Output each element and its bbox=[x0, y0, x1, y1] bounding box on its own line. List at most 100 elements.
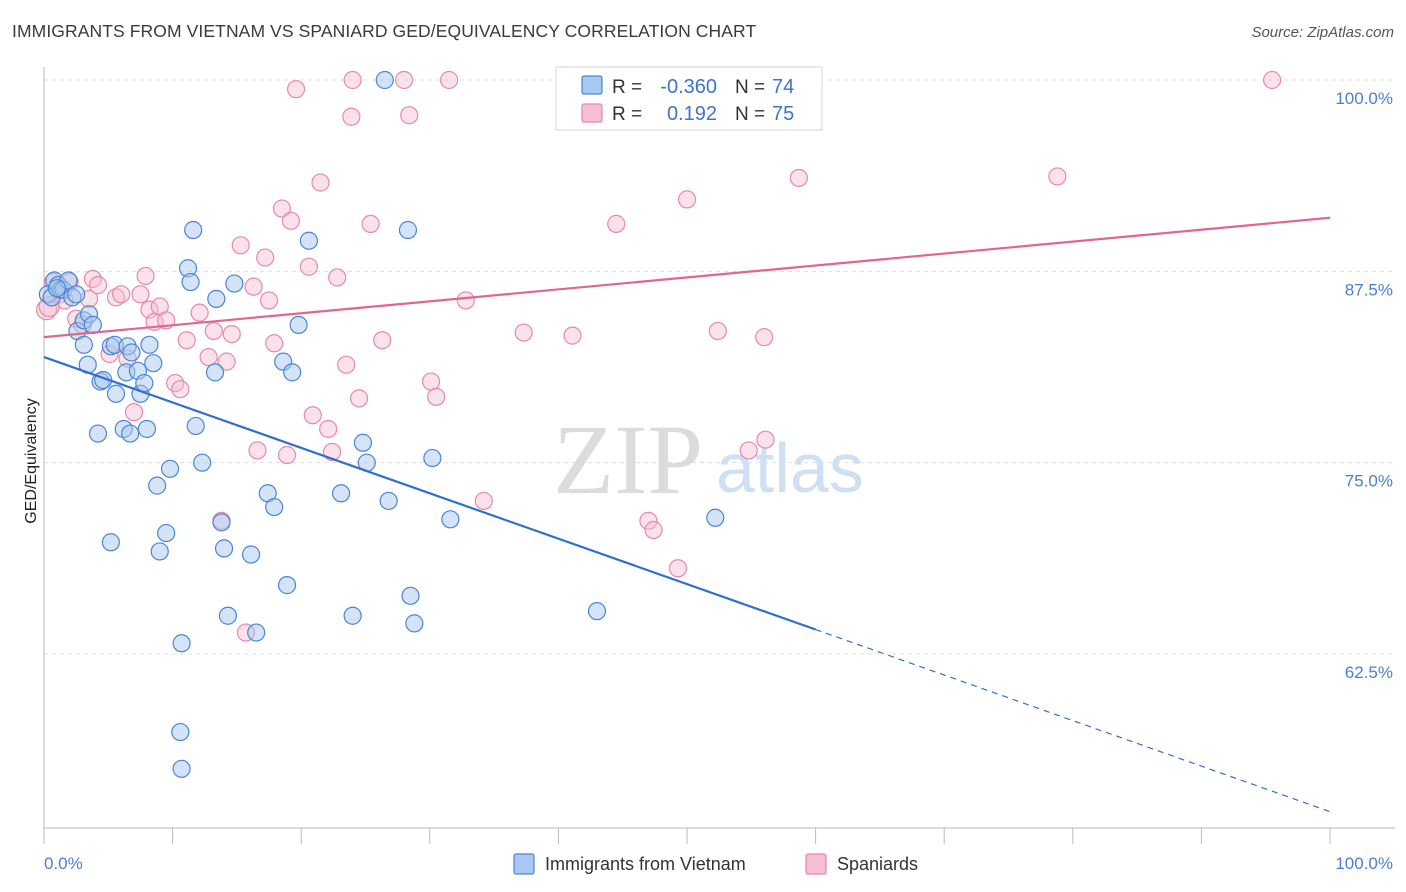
point-vietnam bbox=[401, 586, 420, 605]
point-vietnam bbox=[74, 335, 93, 354]
correlation-legend: R = -0.360 N = 74 R = 0.192 N = 75 bbox=[555, 66, 823, 131]
trendlines bbox=[43, 216, 1331, 813]
y-tick-label-0: 62.5% bbox=[1345, 663, 1393, 682]
legend-r-label-vietnam: R = bbox=[612, 77, 642, 98]
point-spaniards bbox=[394, 70, 414, 90]
series-spaniards-points bbox=[35, 70, 1282, 642]
legend-n-label-vietnam: N = bbox=[735, 77, 765, 98]
point-vietnam bbox=[157, 523, 176, 543]
point-vietnam bbox=[121, 424, 140, 443]
point-spaniards bbox=[112, 285, 131, 304]
point-vietnam bbox=[353, 433, 373, 452]
point-spaniards bbox=[106, 288, 126, 307]
point-spaniards bbox=[563, 326, 582, 345]
point-spaniards bbox=[248, 441, 267, 460]
point-vietnam bbox=[423, 448, 442, 468]
point-spaniards bbox=[259, 291, 279, 310]
point-spaniards bbox=[427, 387, 446, 406]
point-vietnam bbox=[172, 634, 191, 653]
chart-title: IMMIGRANTS FROM VIETNAM VS SPANIARD GED/… bbox=[12, 21, 757, 41]
point-spaniards bbox=[708, 321, 727, 341]
bottom-legend-swatch-vietnam bbox=[513, 853, 535, 875]
legend-r-label-spaniards: R = bbox=[612, 104, 642, 125]
point-vietnam bbox=[379, 491, 398, 511]
point-vietnam bbox=[184, 220, 203, 240]
y-tick-label-1: 75.0% bbox=[1345, 472, 1393, 491]
point-spaniards bbox=[514, 323, 533, 342]
bottom-legend-label-vietnam: Immigrants from Vietnam bbox=[545, 854, 746, 874]
point-spaniards bbox=[217, 352, 236, 371]
point-vietnam bbox=[405, 614, 424, 633]
point-spaniards bbox=[755, 328, 774, 347]
point-spaniards bbox=[136, 266, 155, 286]
bottom-legend-swatch-spaniards bbox=[805, 853, 827, 875]
point-vietnam bbox=[135, 373, 154, 393]
point-spaniards bbox=[244, 277, 263, 296]
point-vietnam bbox=[148, 476, 167, 495]
point-vietnam bbox=[277, 576, 297, 595]
point-vietnam bbox=[137, 419, 156, 439]
point-spaniards bbox=[272, 199, 292, 218]
point-spaniards bbox=[739, 441, 758, 460]
point-spaniards bbox=[171, 380, 190, 399]
point-vietnam bbox=[706, 508, 725, 527]
point-vietnam bbox=[106, 384, 126, 403]
point-vietnam bbox=[160, 459, 180, 478]
point-spaniards bbox=[311, 173, 330, 192]
point-spaniards bbox=[373, 331, 392, 350]
point-vietnam bbox=[67, 285, 86, 304]
point-spaniards bbox=[177, 331, 196, 350]
point-vietnam bbox=[225, 274, 244, 293]
point-spaniards bbox=[1048, 167, 1067, 186]
point-spaniards bbox=[361, 214, 380, 233]
point-vietnam bbox=[172, 759, 191, 778]
point-vietnam bbox=[265, 497, 284, 517]
trendline-vietnam bbox=[43, 356, 816, 631]
y-tick-label-3: 100.0% bbox=[1335, 89, 1393, 108]
axes bbox=[43, 67, 1395, 844]
point-vietnam bbox=[140, 335, 159, 354]
point-spaniards bbox=[439, 70, 459, 90]
point-vietnam bbox=[88, 424, 108, 443]
point-vietnam bbox=[587, 602, 607, 621]
point-spaniards bbox=[644, 520, 663, 540]
point-spaniards bbox=[256, 248, 275, 267]
point-vietnam bbox=[171, 722, 190, 742]
point-spaniards bbox=[1263, 70, 1282, 90]
point-vietnam bbox=[83, 315, 102, 335]
y-tick-labels: 62.5% 75.0% 87.5% 100.0% bbox=[1335, 89, 1393, 682]
series-vietnam-points bbox=[38, 70, 725, 778]
watermark-zip: ZIP bbox=[553, 404, 703, 515]
point-spaniards bbox=[668, 559, 688, 578]
point-vietnam bbox=[122, 343, 141, 362]
point-spaniards bbox=[328, 268, 347, 287]
point-vietnam bbox=[441, 510, 460, 529]
point-spaniards bbox=[281, 211, 301, 230]
point-spaniards bbox=[265, 334, 284, 353]
legend-n-label-spaniards: N = bbox=[735, 104, 765, 125]
point-vietnam bbox=[212, 513, 231, 532]
point-vietnam bbox=[150, 542, 169, 561]
x-tick-label-0: 0.0% bbox=[44, 854, 83, 873]
gridlines bbox=[44, 79, 1395, 655]
point-vietnam bbox=[101, 533, 120, 552]
point-vietnam bbox=[331, 484, 351, 503]
point-spaniards bbox=[343, 70, 362, 90]
legend-r-value-spaniards: 0.192 bbox=[667, 103, 717, 125]
bottom-legend-label-spaniards: Spaniards bbox=[837, 854, 918, 874]
watermark-atlas: atlas bbox=[716, 429, 864, 507]
point-spaniards bbox=[131, 285, 150, 304]
point-spaniards bbox=[639, 511, 658, 530]
point-vietnam bbox=[144, 354, 163, 373]
point-spaniards bbox=[400, 106, 419, 125]
point-spaniards bbox=[231, 236, 250, 255]
point-spaniards bbox=[204, 321, 223, 341]
point-spaniards bbox=[456, 291, 475, 310]
point-vietnam bbox=[186, 416, 205, 436]
point-spaniards bbox=[303, 406, 322, 425]
point-vietnam bbox=[207, 289, 226, 308]
point-vietnam bbox=[241, 545, 261, 564]
point-vietnam bbox=[375, 70, 394, 90]
point-spaniards bbox=[789, 168, 808, 188]
point-spaniards bbox=[756, 430, 775, 449]
